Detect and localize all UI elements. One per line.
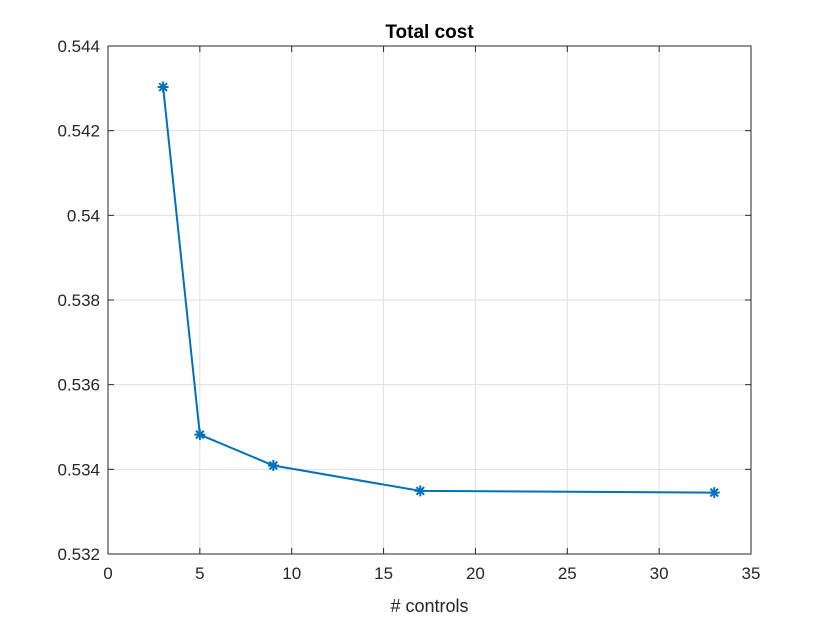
data-point-marker [267,460,279,472]
y-tick-label: 0.532 [57,545,100,564]
data-point-marker [157,81,169,93]
x-tick-label: 15 [374,564,393,583]
x-tick-label: 0 [103,564,112,583]
chart-title: Total cost [385,22,474,43]
x-tick-label: 5 [195,564,204,583]
data-point-marker [194,429,206,441]
x-tick-label: 10 [282,564,301,583]
x-tick-label: 25 [558,564,577,583]
data-point-marker [708,487,720,499]
x-tick-label: 20 [466,564,485,583]
grid [107,45,752,555]
y-tick-label: 0.542 [57,122,100,141]
y-tick-label: 0.538 [57,291,100,310]
y-tick-label: 0.536 [57,376,100,395]
y-tick-label: 0.54 [67,206,100,225]
axis-ticks: 0 5 10 15 20 25 30 35 0.532 0.534 0.536 0.538 0.54 0.… [57,37,760,583]
x-axis-title: # controls [390,596,468,616]
y-tick-label: 0.534 [57,460,100,479]
x-tick-label: 35 [742,564,761,583]
series-line [162,86,715,494]
data-point-marker [414,485,426,497]
x-tick-label: 30 [650,564,669,583]
series-layer [157,81,720,499]
y-tick-label: 0.544 [57,37,100,56]
